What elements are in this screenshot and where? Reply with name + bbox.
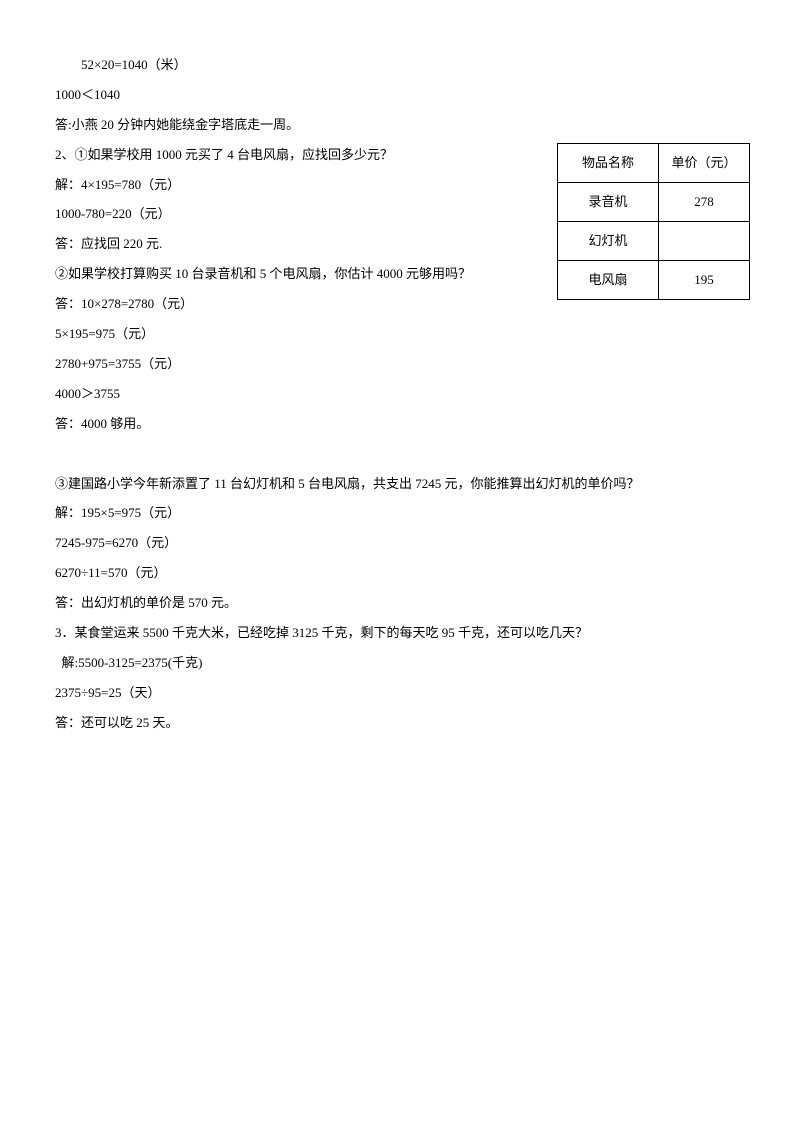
text-line: 6270÷11=570（元） [55,558,750,588]
text-line: 答：还可以吃 25 天。 [55,708,750,738]
document-content: 物品名称 单价（元） 录音机 278 幻灯机 电风扇 195 52×20=104… [55,50,750,738]
text-line: 答：出幻灯机的单价是 570 元。 [55,588,750,618]
table-header-row: 物品名称 单价（元） [558,144,750,183]
text-line: 解：195×5=975（元） [55,498,750,528]
text-line: 2780+975=3755（元） [55,349,750,379]
cell-item-price [659,221,750,260]
header-item-name: 物品名称 [558,144,659,183]
text-line: 52×20=1040（米） [55,50,750,80]
header-unit-price: 单价（元） [659,144,750,183]
cell-item-name: 录音机 [558,182,659,221]
text-line: 7245-975=6270（元） [55,528,750,558]
cell-item-name: 幻灯机 [558,221,659,260]
price-table: 物品名称 单价（元） 录音机 278 幻灯机 电风扇 195 [557,143,750,300]
text-line: 1000＜1040 [55,80,750,110]
text-line: 答:小燕 20 分钟内她能绕金字塔底走一周。 [55,110,750,140]
text-line: 2375÷95=25（天） [55,678,750,708]
cell-item-price: 278 [659,182,750,221]
text-line: 5×195=975（元） [55,319,750,349]
cell-item-name: 电风扇 [558,260,659,299]
cell-item-price: 195 [659,260,750,299]
table-row: 幻灯机 [558,221,750,260]
spacer [55,439,750,469]
text-line: 4000＞3755 [55,379,750,409]
text-line: 3．某食堂运来 5500 千克大米，已经吃掉 3125 千克，剩下的每天吃 95… [55,618,750,648]
text-line: 解:5500-3125=2375(千克) [55,648,750,678]
text-line: ③建国路小学今年新添置了 11 台幻灯机和 5 台电风扇，共支出 7245 元，… [55,469,750,499]
table-row: 电风扇 195 [558,260,750,299]
table-row: 录音机 278 [558,182,750,221]
text-line: 答：4000 够用。 [55,409,750,439]
